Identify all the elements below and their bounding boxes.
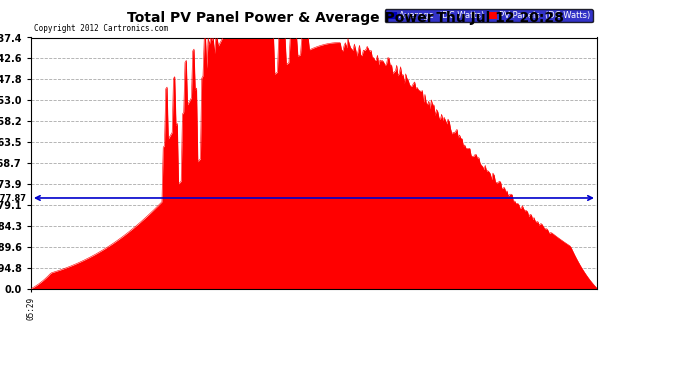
Legend: Average  (DC Watts), PV Panels  (DC Watts): Average (DC Watts), PV Panels (DC Watts) (384, 9, 593, 22)
Text: Copyright 2012 Cartronics.com: Copyright 2012 Cartronics.com (34, 24, 168, 33)
Text: Total PV Panel Power & Average Power Thu Jul 12 20:28: Total PV Panel Power & Average Power Thu… (126, 11, 564, 25)
